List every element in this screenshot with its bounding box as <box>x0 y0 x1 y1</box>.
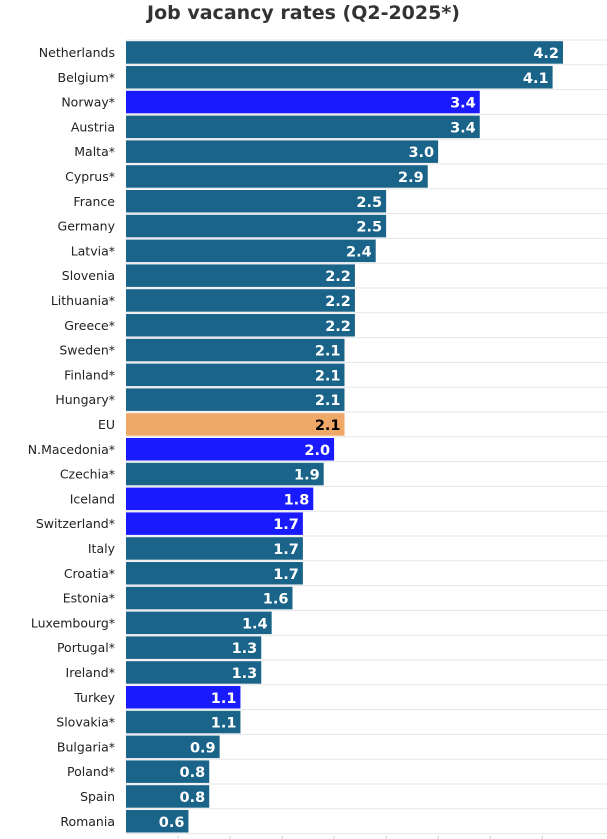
category-label: Hungary* <box>55 392 115 407</box>
category-label: Turkey <box>73 690 115 705</box>
bar[interactable] <box>126 710 241 734</box>
value-label: 3.4 <box>450 96 476 112</box>
value-label: 2.2 <box>325 269 351 285</box>
category-label: Malta* <box>74 144 115 159</box>
bar[interactable] <box>126 363 345 387</box>
category-label: Romania <box>60 814 115 829</box>
value-label: 1.3 <box>232 641 258 657</box>
bar[interactable] <box>126 661 262 684</box>
bar[interactable] <box>126 487 314 511</box>
bar[interactable] <box>126 289 355 312</box>
value-label: 1.9 <box>294 468 320 484</box>
value-label: 0.6 <box>159 815 185 831</box>
value-label: 3.4 <box>450 120 476 136</box>
category-label: Luxembourg* <box>31 615 115 630</box>
category-label: N.Macedonia* <box>28 442 115 457</box>
bar[interactable] <box>126 413 345 436</box>
value-label: 2.4 <box>346 244 372 260</box>
value-label: 2.0 <box>304 443 330 459</box>
category-label: Spain <box>80 789 115 804</box>
bar[interactable] <box>126 686 241 709</box>
category-label: Finland* <box>64 367 115 382</box>
bar[interactable] <box>126 760 210 783</box>
bar[interactable] <box>126 735 220 759</box>
bar[interactable] <box>126 239 376 263</box>
bar[interactable] <box>126 165 428 188</box>
category-label: EU <box>98 417 115 432</box>
bar[interactable] <box>126 636 262 659</box>
category-label: Iceland <box>70 491 115 506</box>
category-label: Ireland* <box>66 665 115 680</box>
category-label: Slovakia* <box>56 715 115 730</box>
category-label: France <box>73 194 115 209</box>
bar[interactable] <box>126 785 210 808</box>
bar[interactable] <box>126 90 480 114</box>
bar[interactable] <box>126 264 355 287</box>
value-label: 2.2 <box>325 294 351 310</box>
bar[interactable] <box>126 562 303 585</box>
value-label: 1.1 <box>211 716 237 732</box>
value-label: 0.8 <box>180 790 206 806</box>
value-label: 1.7 <box>273 517 299 533</box>
bar[interactable] <box>126 586 293 610</box>
bar[interactable] <box>126 214 387 238</box>
category-label: Latvia* <box>71 243 115 258</box>
bar[interactable] <box>126 611 272 635</box>
bar[interactable] <box>126 190 387 213</box>
category-label: Austria <box>71 119 115 134</box>
bar[interactable] <box>126 462 324 486</box>
category-label: Lithuania* <box>51 293 115 308</box>
value-label: 2.1 <box>315 368 341 384</box>
category-label: Norway* <box>61 95 115 110</box>
bar[interactable] <box>126 314 355 337</box>
value-label: 4.1 <box>523 71 549 87</box>
category-label: Bulgaria* <box>57 739 115 754</box>
value-label: 4.2 <box>533 46 559 62</box>
category-label: Poland* <box>67 764 115 779</box>
category-label: Switzerland* <box>36 516 115 531</box>
value-label: 2.1 <box>315 418 341 434</box>
category-label: Croatia* <box>64 566 115 581</box>
value-label: 0.8 <box>180 765 206 781</box>
value-label: 1.8 <box>284 492 310 508</box>
category-label: Portugal* <box>57 640 115 655</box>
value-label: 1.7 <box>273 542 299 558</box>
value-label: 2.1 <box>315 393 341 409</box>
bar[interactable] <box>126 140 439 163</box>
value-label: 3.0 <box>408 145 434 161</box>
value-label: 2.2 <box>325 319 351 335</box>
value-label: 2.5 <box>356 220 382 236</box>
category-label: Sweden* <box>59 343 115 358</box>
category-label: Estonia* <box>63 591 115 606</box>
bar[interactable] <box>126 438 335 461</box>
value-label: 2.9 <box>398 170 424 186</box>
bar[interactable] <box>126 388 345 411</box>
bar[interactable] <box>126 537 303 560</box>
bar[interactable] <box>126 338 345 362</box>
bar[interactable] <box>126 66 553 89</box>
value-label: 2.5 <box>356 195 382 211</box>
value-label: 1.1 <box>211 691 237 707</box>
category-label: Cyprus* <box>65 169 115 184</box>
category-label: Slovenia <box>62 268 115 283</box>
category-label: Czechia* <box>60 467 115 482</box>
category-label: Greece* <box>64 318 115 333</box>
bar[interactable] <box>126 115 480 139</box>
category-label: Belgium* <box>58 70 116 85</box>
value-label: 2.1 <box>315 344 341 360</box>
chart-title: Job vacancy rates (Q2-2025*) <box>147 2 460 24</box>
bar[interactable] <box>126 512 303 535</box>
bar[interactable] <box>126 810 189 833</box>
value-label: 1.6 <box>263 592 289 608</box>
value-label: 0.9 <box>190 740 216 756</box>
value-label: 1.3 <box>232 666 258 682</box>
value-label: 1.4 <box>242 616 268 632</box>
category-label: Germany <box>58 219 116 234</box>
category-label: Italy <box>88 541 116 556</box>
value-label: 1.7 <box>273 567 299 583</box>
category-label: Netherlands <box>39 45 115 60</box>
bar[interactable] <box>126 41 563 64</box>
